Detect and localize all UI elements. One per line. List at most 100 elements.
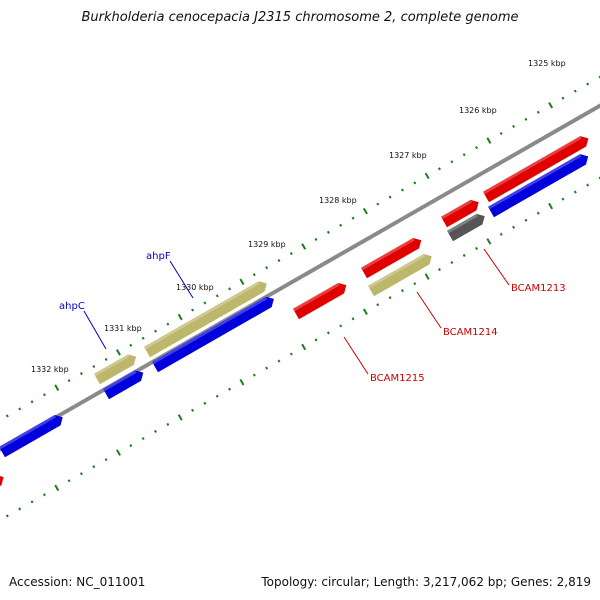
tick-mark: [289, 251, 293, 256]
tick-mark: [450, 260, 454, 265]
gene-blue-low-d: [0, 414, 63, 458]
tick-mark: [573, 190, 577, 194]
tick-mark: [177, 313, 183, 321]
tick-mark: [362, 308, 368, 316]
tick-mark: [400, 188, 404, 192]
tick-label-1329: 1329 kbp: [248, 240, 286, 249]
tick-mark: [438, 267, 441, 272]
tick-mark: [351, 317, 355, 321]
gene-red-top-c-highlight: [361, 237, 415, 271]
gene-label-bcam1214: BCAM1214: [443, 327, 498, 338]
tick-mark: [277, 259, 281, 263]
tick-mark: [548, 101, 554, 109]
tick-label-1325: 1325 kbp: [528, 59, 566, 68]
gene-blue-low-a-highlight: [488, 154, 582, 210]
tick-mark: [561, 197, 565, 201]
tick-mark: [67, 479, 71, 483]
tick-mark: [475, 246, 478, 250]
tick-mark: [486, 137, 492, 144]
tick-mark: [154, 429, 157, 434]
tick-mark: [450, 160, 454, 164]
gene-khaki-low: [368, 253, 432, 297]
gene-red-top-b-highlight: [441, 199, 472, 220]
tick-mark: [166, 422, 170, 426]
tick-mark: [314, 237, 318, 241]
tick-mark: [18, 507, 22, 511]
tick-mark: [116, 349, 121, 356]
tick-mark: [586, 82, 590, 86]
tick-mark: [289, 352, 293, 356]
tick-mark: [351, 216, 355, 220]
tick-mark: [191, 408, 195, 412]
tick-mark: [326, 230, 330, 234]
gene-blue-low-b: [152, 296, 274, 373]
gene-khaki-top-b-highlight: [94, 354, 130, 377]
tick-mark: [154, 329, 157, 333]
tick-mark: [18, 407, 22, 411]
gene-red-top-c: [361, 237, 422, 279]
tick-mark: [561, 96, 565, 100]
tick-mark: [215, 294, 219, 298]
tick-mark: [499, 131, 503, 136]
tick-mark: [92, 465, 96, 469]
tick-mark: [413, 282, 417, 286]
tick-mark: [116, 449, 121, 456]
tick-mark: [215, 394, 219, 398]
tick-mark: [239, 378, 245, 386]
tick-label-1326: 1326 kbp: [459, 106, 497, 115]
tick-mark: [388, 195, 392, 199]
tick-mark: [92, 364, 96, 369]
tick-mark: [277, 359, 281, 363]
gene-grey-low: [447, 213, 485, 242]
tick-mark: [104, 458, 108, 462]
tick-mark: [42, 393, 46, 397]
tick-mark: [413, 181, 417, 185]
tick-label-1330: 1330 kbp: [176, 283, 214, 292]
tick-mark: [548, 202, 554, 210]
tick-mark: [400, 289, 404, 293]
gene-label-bcam1215: BCAM1215: [370, 373, 425, 384]
tick-labels: 1325 kbp 1326 kbp 1327 kbp 1328 kbp 1329…: [31, 59, 566, 374]
tick-label-1332: 1332 kbp: [31, 365, 69, 374]
tick-mark: [326, 331, 330, 335]
tick-mark: [54, 484, 60, 492]
tick-mark: [129, 444, 133, 448]
gene-label-ahpc: ahpC: [59, 301, 85, 312]
gene-blue-low-a: [488, 154, 589, 218]
tick-mark: [314, 338, 318, 342]
inner-tick-track: [5, 176, 600, 518]
tick-mark: [141, 436, 145, 441]
tick-mark: [203, 401, 207, 405]
tick-mark: [42, 493, 46, 497]
gene-red-top-b: [441, 199, 479, 228]
tick-mark: [252, 373, 256, 377]
tick-mark: [104, 357, 108, 361]
gene-label-bcam1213: BCAM1213: [511, 283, 566, 294]
tick-mark: [203, 301, 207, 305]
tick-mark: [524, 117, 528, 121]
tick-mark: [252, 273, 256, 277]
tick-mark: [512, 225, 516, 229]
tick-mark: [79, 472, 83, 476]
tick-mark: [129, 343, 133, 347]
gene-grey-low-highlight: [447, 213, 478, 234]
leader-bcam1213: [483, 248, 510, 286]
tick-mark: [30, 400, 34, 404]
gene-blue-low-b-highlight: [152, 296, 268, 365]
tick-mark: [228, 287, 232, 291]
gene-red-top-a-highlight: [483, 136, 582, 195]
tick-mark: [265, 366, 269, 370]
gene-khaki-low-highlight: [368, 253, 425, 289]
tick-mark: [388, 296, 392, 300]
gene-red-top-d: [293, 282, 347, 320]
tick-mark: [524, 218, 528, 222]
tick-label-1327: 1327 kbp: [389, 151, 427, 160]
gene-blue-low-c: [103, 370, 144, 400]
tick-mark: [424, 273, 430, 280]
tick-mark: [512, 124, 516, 128]
tick-mark: [67, 379, 71, 383]
map-title: Burkholderia cenocepacia J2315 chromosom…: [81, 10, 519, 25]
tick-mark: [54, 384, 60, 391]
tick-mark: [536, 110, 540, 114]
tick-mark: [141, 336, 145, 340]
